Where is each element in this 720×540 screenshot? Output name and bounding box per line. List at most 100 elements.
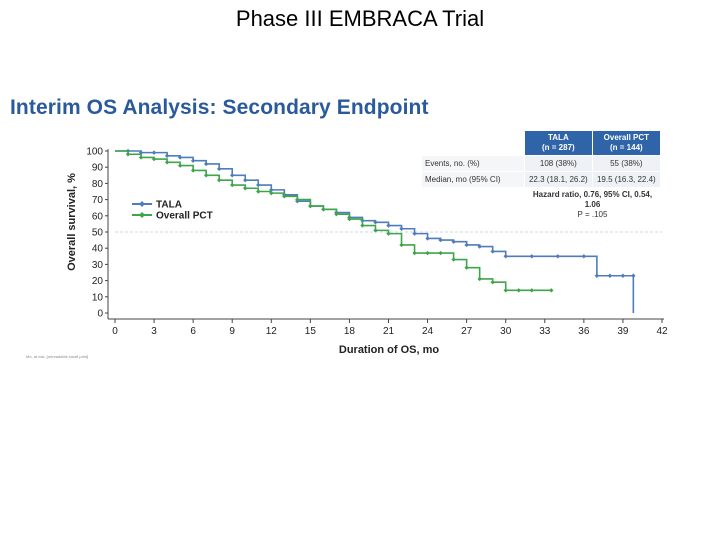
y-tick-label: 40 [92, 244, 104, 255]
y-tick-label: 30 [92, 260, 104, 271]
censor-mark [308, 203, 313, 209]
x-tick-label: 36 [578, 326, 590, 337]
legend-swatch-marker [139, 201, 145, 207]
stats-table: TALA (n = 287) Overall PCT (n = 144) Eve… [421, 130, 662, 223]
censor-mark [295, 197, 300, 202]
censor-mark [438, 237, 443, 243]
censor-mark [256, 182, 261, 188]
censor-mark [581, 254, 587, 259]
x-tick-label: 30 [500, 326, 512, 337]
censor-mark [373, 228, 378, 233]
censor-mark [230, 182, 235, 188]
censor-mark [451, 239, 456, 244]
censor-mark [399, 226, 404, 231]
x-tick-label: 33 [539, 326, 551, 337]
censor-mark [386, 231, 391, 236]
footnote: Mo, at risk, [unreadable small print] [26, 354, 89, 359]
x-tick-label: 27 [461, 326, 473, 337]
censor-mark [438, 250, 443, 256]
pct-header-name: Overall PCT [603, 133, 650, 142]
stats-header-row: TALA (n = 287) Overall PCT (n = 144) [421, 130, 662, 156]
y-tick-label: 10 [92, 292, 104, 303]
y-tick-label: 0 [97, 309, 103, 320]
chart-subtitle: Interim OS Analysis: Secondary Endpoint [10, 96, 429, 119]
censor-mark [216, 177, 222, 183]
censor-mark [373, 220, 378, 225]
row-label-median: Median, mo (95% CI) [421, 171, 525, 188]
censor-mark [464, 265, 469, 270]
censor-mark [190, 158, 196, 163]
censor-mark [216, 166, 222, 172]
y-axis-label: Overall survival, % [66, 173, 78, 271]
censor-mark [125, 152, 131, 157]
censor-mark [620, 273, 626, 278]
hazard-ratio: Hazard ratio, 0.76, 95% CI, 0.54, 1.06 [532, 190, 653, 209]
x-tick-label: 21 [383, 326, 395, 337]
y-tick-label: 100 [86, 147, 103, 158]
y-tick-label: 80 [92, 179, 104, 190]
censor-mark [256, 189, 261, 194]
censor-mark [477, 276, 482, 282]
y-tick-label: 90 [92, 163, 104, 174]
x-tick-label: 18 [344, 326, 356, 337]
tala-header-n: (n = 287) [542, 143, 575, 152]
censor-mark [412, 231, 417, 236]
censor-mark [164, 160, 170, 165]
censor-mark [425, 236, 430, 241]
censor-mark [138, 155, 144, 160]
p-value: P = .105 [577, 210, 608, 219]
stats-row-hr: Hazard ratio, 0.76, 95% CI, 0.54, 1.06 P… [421, 187, 661, 223]
censor-mark [549, 288, 554, 293]
legend-label: TALA [156, 200, 182, 211]
x-axis-label: Duration of OS, mo [339, 344, 440, 356]
censor-mark [321, 207, 326, 212]
censor-mark [412, 250, 417, 256]
censor-mark [555, 254, 561, 259]
censor-mark [607, 273, 613, 278]
censor-mark [334, 211, 339, 217]
censor-mark [269, 190, 274, 196]
censor-mark [177, 163, 183, 168]
median-tala: 22.3 (18.1, 26.2) [524, 171, 593, 188]
x-tick-label: 39 [617, 326, 629, 337]
censor-mark [451, 257, 456, 262]
legend-label: Overall PCT [156, 211, 213, 222]
censor-mark [177, 155, 183, 160]
y-tick-label: 20 [92, 276, 104, 287]
censor-mark [516, 288, 521, 293]
y-tick-label: 70 [92, 195, 104, 206]
censor-mark [203, 161, 209, 167]
legend-swatch-marker [139, 212, 145, 218]
stats-row-events: Events, no. (%) 108 (38%) 55 (38%) [421, 155, 662, 172]
censor-mark [477, 244, 482, 249]
x-tick-label: 15 [305, 326, 317, 337]
censor-mark [151, 150, 157, 155]
censor-mark [386, 223, 391, 228]
y-tick-label: 50 [92, 228, 104, 239]
tala-header-name: TALA [547, 133, 569, 142]
x-tick-label: 9 [229, 326, 235, 337]
censor-mark [282, 194, 287, 199]
censor-mark [490, 249, 495, 254]
censor-mark [347, 216, 352, 222]
censor-mark [164, 153, 170, 159]
stats-header-pct: Overall PCT (n = 144) [591, 130, 662, 156]
censor-mark [529, 288, 534, 293]
censor-mark [243, 177, 248, 183]
series-group [115, 148, 636, 313]
y-ticks: 0 10 20 30 40 50 60 70 80 90 100 [86, 147, 108, 320]
x-tick-label: 0 [112, 326, 118, 337]
x-tick-label: 24 [422, 326, 434, 337]
events-pct: 55 (38%) [591, 155, 662, 172]
censor-mark [503, 288, 508, 293]
censor-mark [190, 168, 196, 173]
censor-mark [203, 173, 209, 178]
censor-mark [490, 280, 495, 285]
stats-header-tala: TALA (n = 287) [524, 130, 593, 156]
row-label-events: Events, no. (%) [421, 155, 525, 172]
pct-header-n: (n = 144) [610, 143, 643, 152]
censor-mark [594, 273, 600, 278]
x-tick-label: 3 [151, 326, 157, 337]
